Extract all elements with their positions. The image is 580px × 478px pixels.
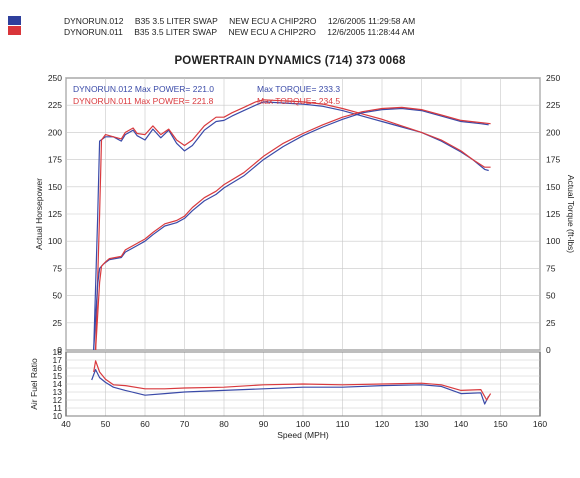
y2-tick-label: 75 [546,263,556,273]
chart-title: POWERTRAIN DYNAMICS (714) 373 0068 [174,55,406,67]
run-name: DYNORUN.011 [64,27,123,37]
vehicle: B35 3.5 LITER SWAP [134,27,218,37]
afr-tick-label: 11 [53,403,62,413]
y-tick-label: 0 [57,345,62,355]
y-tick-label: 25 [53,318,63,328]
afr-tick-label: 14 [53,379,63,389]
x-tick-label: 80 [219,419,229,429]
afr-series-line-dynorun-011 [93,360,492,401]
y2-tick-label: 50 [546,291,556,301]
series-line-power-dynorun-011 [95,99,491,351]
y2-tick-label: 25 [546,318,556,328]
x-tick-label: 160 [533,419,547,429]
datetime: 12/6/2005 11:29:58 AM [327,16,416,26]
y-tick-label: 225 [48,100,62,110]
annotation-blue-torque: Max TORQUE= 233.3 [257,84,340,94]
afr-tick-label: 13 [53,387,63,397]
run-name: DYNORUN.012 [64,16,124,26]
afr-tick-label: 10 [53,411,63,421]
y2-tick-label: 175 [546,155,560,165]
x-tick-label: 50 [101,419,111,429]
header-row-2: DYNORUN.011 B35 3.5 LITER SWAP NEW ECU A… [64,27,424,37]
note: NEW ECU A CHIP2RO [228,27,316,37]
afr-series-line-dynorun-012 [91,369,490,405]
x-tick-label: 140 [454,419,468,429]
y-tick-label: 200 [48,127,62,137]
afr-axis-label: Air Fuel Ratio [29,358,39,410]
x-tick-label: 70 [180,419,190,429]
y-tick-label: 150 [48,182,62,192]
y2-axis-label: Actual Torque (ft-lbs) [566,175,576,253]
y-tick-label: 250 [48,73,62,83]
y-tick-label: 75 [53,263,63,273]
y2-tick-label: 150 [546,182,560,192]
datetime: 12/6/2005 11:28:44 AM [327,27,415,37]
x-tick-label: 90 [259,419,269,429]
series-line-torque-dynorun-011 [95,106,491,351]
afr-tick-label: 17 [53,355,63,365]
x-tick-label: 110 [336,419,350,429]
annotation-red-torque: Max TORQUE= 234.5 [257,96,340,106]
x-tick-label: 40 [61,419,71,429]
x-tick-label: 60 [140,419,150,429]
y2-tick-label: 250 [546,73,560,83]
y-tick-label: 175 [48,155,62,165]
y-tick-label: 100 [48,236,62,246]
note: NEW ECU A CHIP2RO [229,16,317,26]
afr-tick-label: 15 [53,371,63,381]
x-tick-label: 100 [296,419,310,429]
afr-tick-label: 12 [53,395,63,405]
vehicle: B35 3.5 LITER SWAP [134,16,218,26]
y-tick-label: 50 [53,291,63,301]
legend-swatch-red [8,26,21,35]
y2-tick-label: 225 [546,100,560,110]
header-row-1: DYNORUN.012 B35 3.5 LITER SWAP NEW ECU A… [64,16,424,26]
legend-swatch-blue [8,16,21,25]
x-axis-label: Speed (MPH) [277,430,329,440]
y2-tick-label: 125 [546,209,560,219]
series-line-torque-dynorun-012 [93,107,489,351]
x-tick-label: 150 [493,419,507,429]
annotation-blue-power: DYNORUN.012 Max POWER= 221.0 [73,84,214,94]
y-tick-label: 125 [48,209,62,219]
y2-tick-label: 0 [546,345,551,355]
y2-tick-label: 200 [546,127,560,137]
annotation-red-power: DYNORUN.011 Max POWER= 221.8 [73,96,214,106]
x-tick-label: 130 [414,419,428,429]
x-tick-label: 120 [375,419,389,429]
afr-tick-label: 18 [53,347,63,357]
y2-tick-label: 100 [546,236,560,246]
afr-tick-label: 16 [53,363,63,373]
y-axis-label: Actual Horsepower [34,178,44,250]
series-line-power-dynorun-012 [93,101,489,351]
